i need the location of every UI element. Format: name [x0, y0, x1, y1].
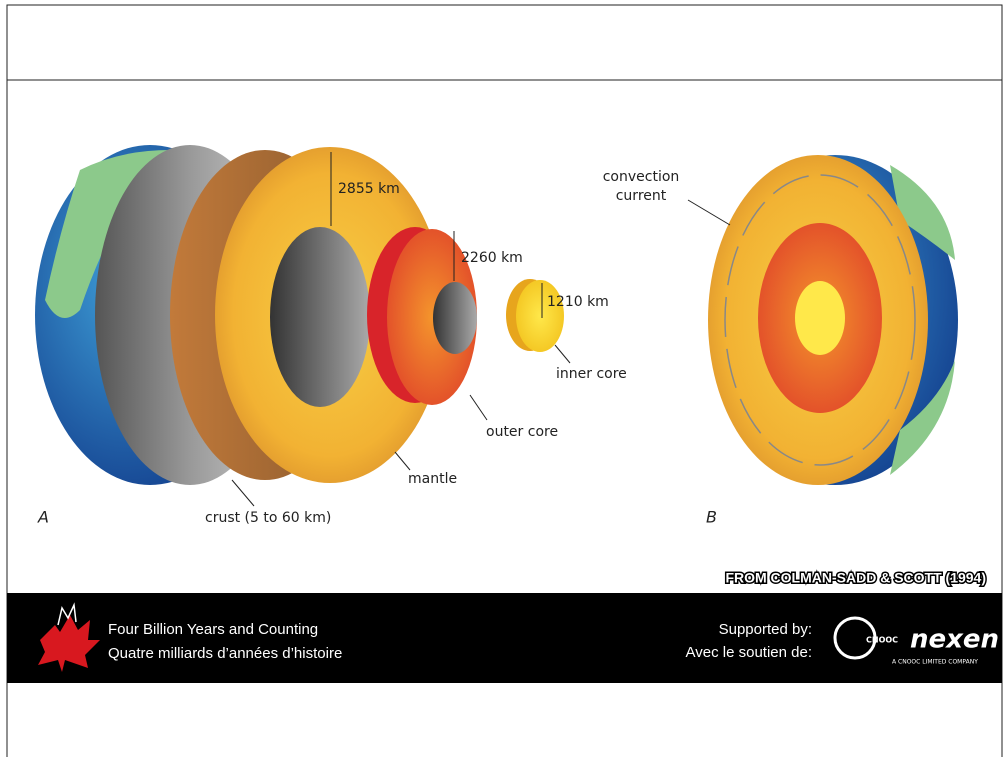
- leader-line: [394, 451, 411, 471]
- figure-label: A: [37, 508, 49, 527]
- layer-label: outer core: [486, 424, 558, 440]
- sponsor-name: nexen: [910, 625, 999, 655]
- mantle-hole: [270, 227, 370, 407]
- layer-label: inner core: [556, 366, 627, 382]
- inner-core-disc: [795, 281, 845, 355]
- layer-label: mantle: [408, 471, 457, 487]
- land: [890, 165, 955, 475]
- maple-leaf: [38, 615, 100, 672]
- figure-label: B: [706, 508, 717, 527]
- partner-logo: [833, 616, 877, 660]
- convection-cells: [724, 174, 916, 466]
- partner-name: CNOOC: [866, 636, 898, 645]
- footer-band: [7, 593, 1002, 683]
- leader-line: [231, 479, 255, 507]
- outer-core-hole: [433, 282, 477, 354]
- leader-line: [554, 344, 571, 364]
- depth-label: 1210 km: [547, 294, 609, 310]
- sponsor-tagline: A CNOOC LIMITED COMPANY: [892, 659, 978, 666]
- depth-label: 2855 km: [338, 181, 400, 197]
- layer-label: crust (5 to 60 km): [205, 510, 331, 526]
- leader-line: [687, 199, 731, 226]
- footer-title: Four Billion Years and Counting: [108, 621, 318, 638]
- footer-title: Quatre milliards d’années d’histoire: [108, 645, 342, 662]
- depth-label: 2260 km: [461, 250, 523, 266]
- support-label: Supported by:: [719, 621, 812, 638]
- annotation: convection: [603, 169, 680, 185]
- inner-core-disc: [516, 280, 564, 352]
- support-label: Avec le soutien de:: [686, 644, 812, 661]
- logo-lines: [57, 602, 77, 626]
- credit: FROM COLMAN-SADD & SCOTT (1994): [725, 570, 986, 586]
- leader-line: [469, 394, 488, 421]
- annotation: current: [616, 188, 667, 204]
